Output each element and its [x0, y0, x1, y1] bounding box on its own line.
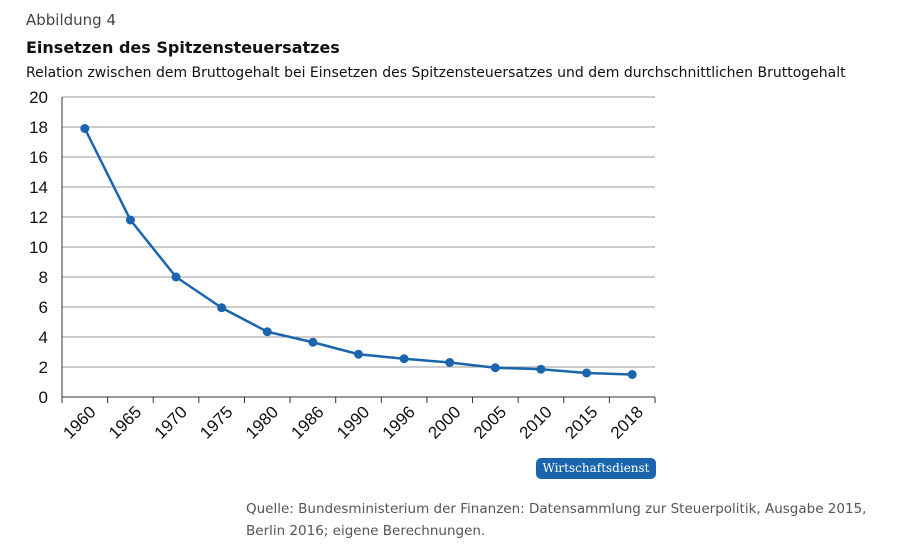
y-tick-label: 18: [29, 118, 48, 137]
x-tick-label: 1970: [151, 402, 191, 442]
y-tick-label: 14: [29, 178, 48, 197]
data-point: [354, 349, 363, 359]
data-point: [582, 368, 592, 378]
y-tick-label: 8: [39, 268, 48, 287]
y-tick-label: 2: [39, 358, 48, 377]
x-tick-label: 1986: [288, 402, 328, 442]
series-line: [83, 127, 633, 376]
y-tick-label: 16: [29, 148, 48, 167]
x-tick-label: 2018: [607, 402, 647, 442]
chart-subtitle: Relation zwischen dem Bruttogehalt bei E…: [26, 65, 846, 81]
x-tick-label: 2005: [470, 402, 510, 442]
y-tick-label: 10: [29, 238, 48, 257]
x-tick-label: 2010: [516, 402, 556, 442]
figure-label: Abbildung 4: [26, 11, 117, 29]
data-point: [171, 272, 181, 282]
x-tick-label: 1996: [379, 402, 419, 442]
x-tick-label: 1960: [59, 402, 99, 442]
x-tick-label: 1975: [196, 402, 236, 442]
data-point: [399, 354, 409, 364]
chart-title: Einsetzen des Spitzensteuersatzes: [26, 38, 340, 57]
x-tick-label: 2000: [424, 402, 464, 442]
data-point: [80, 124, 90, 133]
x-tick-label: 1965: [105, 402, 145, 442]
data-point: [490, 363, 500, 373]
y-tick-label: 0: [39, 388, 48, 407]
x-tick-label: 1990: [333, 402, 373, 442]
y-tick-label: 6: [39, 298, 48, 317]
y-tick-label: 4: [39, 328, 48, 347]
y-tick-label: 12: [29, 208, 48, 227]
x-tick-label: 1980: [242, 402, 282, 442]
data-point: [627, 370, 637, 379]
data-point: [536, 364, 546, 374]
source-note: Quelle: Bundesministerium der Finanzen: …: [246, 501, 867, 539]
data-point: [125, 215, 135, 225]
data-point: [217, 303, 227, 313]
x-tick-label: 2015: [561, 402, 601, 442]
y-tick-label: 20: [29, 88, 48, 107]
data-point: [262, 327, 272, 337]
publisher-badge: Wirtschaftsdienst: [536, 458, 656, 479]
data-point: [308, 337, 318, 347]
data-point: [445, 358, 455, 367]
